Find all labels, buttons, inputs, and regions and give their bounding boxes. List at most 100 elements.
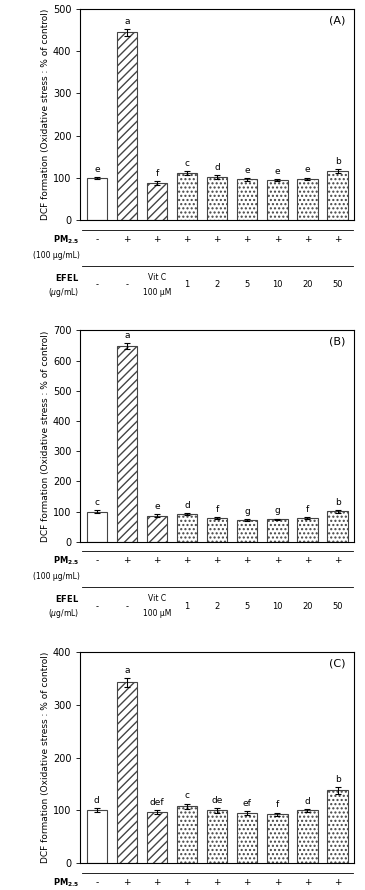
Text: e: e: [154, 502, 160, 511]
Bar: [237, 180, 257, 221]
Bar: [177, 173, 197, 221]
Text: -: -: [95, 602, 98, 611]
Text: +: +: [274, 878, 281, 886]
Text: -: -: [95, 280, 98, 289]
Bar: [147, 183, 167, 221]
Bar: [87, 178, 107, 221]
Text: d: d: [304, 797, 310, 805]
Text: 20: 20: [302, 602, 313, 611]
Bar: [87, 512, 107, 542]
Text: def: def: [150, 797, 164, 806]
Text: 1: 1: [184, 280, 190, 289]
Text: +: +: [153, 878, 161, 886]
Text: +: +: [274, 235, 281, 244]
Text: f: f: [216, 505, 219, 514]
Bar: [207, 811, 227, 863]
Text: -: -: [95, 878, 99, 886]
Text: 10: 10: [272, 280, 283, 289]
Text: $\mathbf{PM_{2.5}}$: $\mathbf{PM_{2.5}}$: [53, 554, 80, 567]
Bar: [297, 518, 318, 542]
Bar: [117, 32, 137, 221]
Text: +: +: [334, 556, 341, 565]
Text: -: -: [95, 235, 99, 244]
Bar: [327, 790, 348, 863]
Text: d: d: [214, 163, 220, 172]
Text: g: g: [274, 506, 280, 515]
Text: +: +: [304, 235, 311, 244]
Text: +: +: [183, 878, 191, 886]
Text: a: a: [124, 17, 130, 26]
Text: +: +: [153, 235, 161, 244]
Bar: [237, 813, 257, 863]
Text: +: +: [214, 878, 221, 886]
Text: (100 μg/mL): (100 μg/mL): [32, 572, 80, 581]
Text: f: f: [276, 800, 279, 809]
Text: 50: 50: [332, 602, 343, 611]
Bar: [297, 811, 318, 863]
Y-axis label: DCF formation (Oxidative stress : % of control): DCF formation (Oxidative stress : % of c…: [41, 651, 50, 863]
Text: +: +: [334, 235, 341, 244]
Bar: [327, 512, 348, 542]
Bar: [117, 683, 137, 863]
Text: 20: 20: [302, 280, 313, 289]
Text: f: f: [155, 169, 159, 178]
Text: +: +: [334, 878, 341, 886]
Bar: [147, 515, 167, 542]
Text: $\mathbf{PM_{2.5}}$: $\mathbf{PM_{2.5}}$: [53, 876, 80, 888]
Text: Vit C: Vit C: [148, 595, 166, 603]
Y-axis label: DCF formation (Oxidative stress : % of control): DCF formation (Oxidative stress : % of c…: [41, 330, 50, 542]
Text: d: d: [94, 796, 100, 805]
Text: +: +: [123, 235, 131, 244]
Text: 50: 50: [332, 280, 343, 289]
Text: d: d: [184, 501, 190, 510]
Text: e: e: [274, 166, 280, 175]
Text: 2: 2: [215, 280, 220, 289]
Text: b: b: [335, 498, 341, 507]
Text: (A): (A): [330, 15, 346, 25]
Bar: [177, 806, 197, 863]
Text: +: +: [243, 235, 251, 244]
Text: 100 μM: 100 μM: [143, 287, 171, 296]
Text: 5: 5: [245, 602, 250, 611]
Text: +: +: [214, 556, 221, 565]
Text: e: e: [245, 166, 250, 175]
Y-axis label: DCF formation (Oxidative stress : % of control): DCF formation (Oxidative stress : % of c…: [41, 9, 50, 221]
Text: a: a: [124, 331, 130, 340]
Text: e: e: [94, 165, 100, 174]
Text: +: +: [183, 235, 191, 244]
Text: +: +: [274, 556, 281, 565]
Text: (C): (C): [329, 659, 346, 668]
Text: +: +: [243, 878, 251, 886]
Bar: [147, 812, 167, 863]
Text: +: +: [214, 235, 221, 244]
Text: e: e: [305, 166, 310, 174]
Text: +: +: [243, 556, 251, 565]
Text: (B): (B): [330, 336, 346, 347]
Text: ($\mu$g/mL): ($\mu$g/mL): [48, 607, 80, 620]
Text: Vit C: Vit C: [148, 273, 166, 282]
Text: -: -: [126, 280, 128, 289]
Bar: [267, 520, 288, 542]
Text: +: +: [123, 556, 131, 565]
Text: g: g: [245, 506, 250, 515]
Text: 5: 5: [245, 280, 250, 289]
Text: a: a: [124, 666, 130, 676]
Text: $\mathbf{PM_{2.5}}$: $\mathbf{PM_{2.5}}$: [53, 233, 80, 246]
Bar: [207, 518, 227, 542]
Text: -: -: [126, 602, 128, 611]
Text: 1: 1: [184, 602, 190, 611]
Text: -: -: [95, 556, 99, 565]
Text: +: +: [304, 878, 311, 886]
Text: +: +: [153, 556, 161, 565]
Text: b: b: [335, 775, 341, 784]
Bar: [297, 179, 318, 221]
Text: de: de: [211, 797, 223, 805]
Text: ef: ef: [243, 799, 252, 808]
Text: +: +: [183, 556, 191, 565]
Bar: [267, 180, 288, 221]
Text: c: c: [94, 498, 99, 507]
Text: (100 μg/mL): (100 μg/mL): [32, 251, 80, 260]
Text: $\mathbf{EFEL}$: $\mathbf{EFEL}$: [55, 594, 80, 604]
Bar: [87, 810, 107, 863]
Text: ($\mu$g/mL): ($\mu$g/mL): [48, 286, 80, 299]
